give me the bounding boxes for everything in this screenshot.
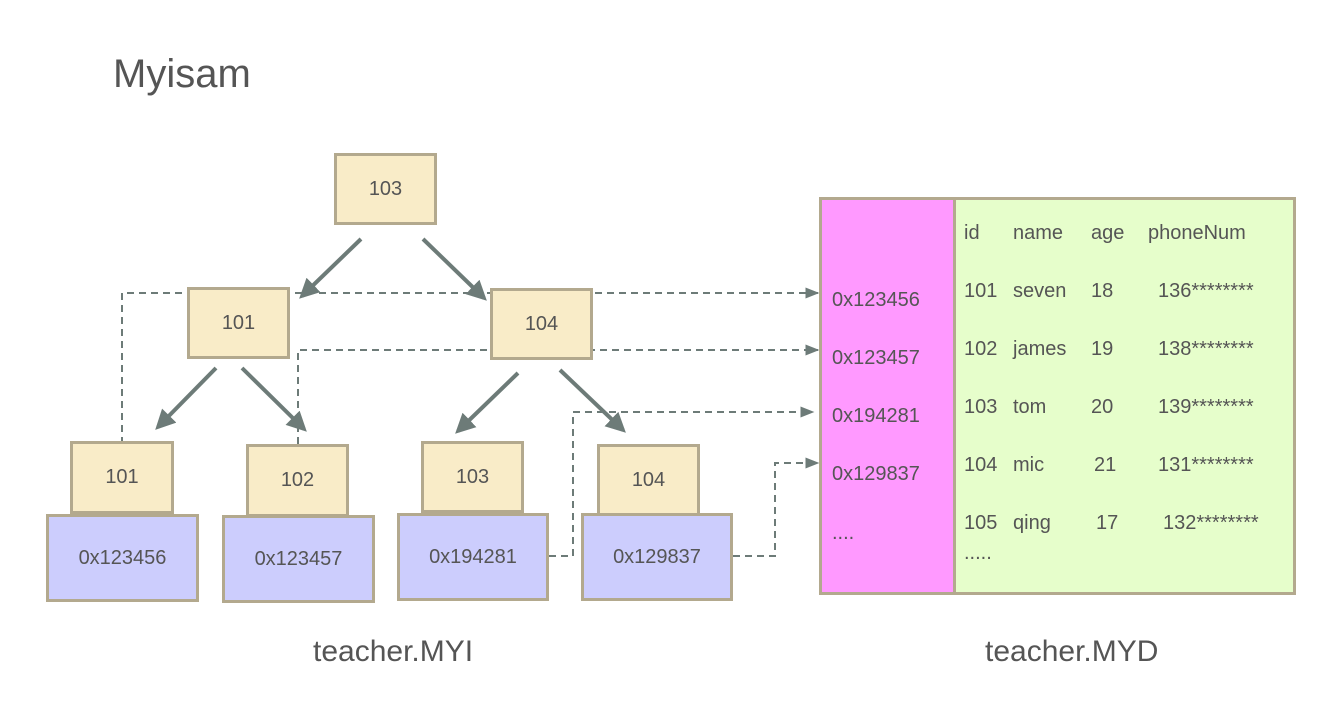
table-cell: 18: [1091, 280, 1114, 302]
pointer-line-0x194281: [549, 406, 815, 557]
leaf-node-address: 0x194281: [397, 513, 549, 601]
address-entry: 0x129837: [832, 463, 920, 485]
internal-node-left: 101: [187, 287, 290, 359]
table-cell: 103: [964, 396, 998, 418]
tree-edge-104-left: [455, 371, 520, 434]
table-cell: mic: [1013, 454, 1045, 476]
table-cell: 138********: [1158, 338, 1254, 360]
tree-edge-root-left: [299, 237, 363, 299]
table-cell: seven: [1013, 280, 1067, 302]
tree-edge-101-right: [240, 366, 307, 432]
address-entry: ....: [832, 522, 855, 544]
table-cell: 136********: [1158, 280, 1254, 302]
table-cell: 139********: [1158, 396, 1254, 418]
address-entry: 0x123457: [832, 347, 920, 369]
leaf-node-key: 101: [70, 441, 174, 514]
internal-node-right: 104: [490, 288, 593, 360]
address-entry: 0x194281: [832, 405, 920, 427]
table-cell: 132********: [1163, 512, 1259, 534]
tree-edge-104-right: [558, 368, 626, 433]
column-header: phoneNum: [1148, 222, 1246, 244]
pointer-line-0x123457: [297, 344, 820, 516]
pointer-line-0x129837: [733, 457, 820, 557]
data-file-box: 0x123456 0x123457 0x194281 0x129837 ....…: [819, 197, 1296, 595]
diagram-title: Myisam: [113, 52, 251, 96]
leaf-node-key: 104: [597, 444, 700, 517]
column-header: age: [1091, 222, 1125, 244]
table-cell: qing: [1013, 512, 1051, 534]
table-cell: 104: [964, 454, 998, 476]
table-cell: 101: [964, 280, 998, 302]
tree-edge-root-right: [421, 237, 487, 301]
address-entry: 0x123456: [832, 289, 920, 311]
root-node: 103: [334, 153, 437, 225]
data-file-caption: teacher.MYD: [985, 635, 1159, 668]
column-header: id: [964, 222, 980, 244]
leaf-node-address: 0x129837: [581, 513, 733, 601]
table-cell: james: [1013, 338, 1067, 360]
address-column: 0x123456 0x123457 0x194281 0x129837 ....: [822, 200, 956, 592]
leaf-node-key: 102: [246, 444, 349, 517]
leaf-node-address: 0x123456: [46, 514, 199, 602]
leaf-node-address: 0x123457: [222, 515, 375, 603]
more-rows-ellipsis: .....: [964, 542, 992, 564]
table-cell: 131********: [1158, 454, 1254, 476]
leaf-node-key: 103: [421, 441, 524, 513]
table-cell: tom: [1013, 396, 1047, 418]
table-cell: 19: [1091, 338, 1114, 360]
table-cell: 20: [1091, 396, 1114, 418]
table-cell: 21: [1094, 454, 1117, 476]
tree-edge-101-left: [155, 366, 218, 430]
column-header: name: [1013, 222, 1064, 244]
table-cell: 102: [964, 338, 998, 360]
table-cell: 17: [1096, 512, 1119, 534]
table-cell: 105: [964, 512, 998, 534]
index-file-caption: teacher.MYI: [313, 635, 474, 668]
